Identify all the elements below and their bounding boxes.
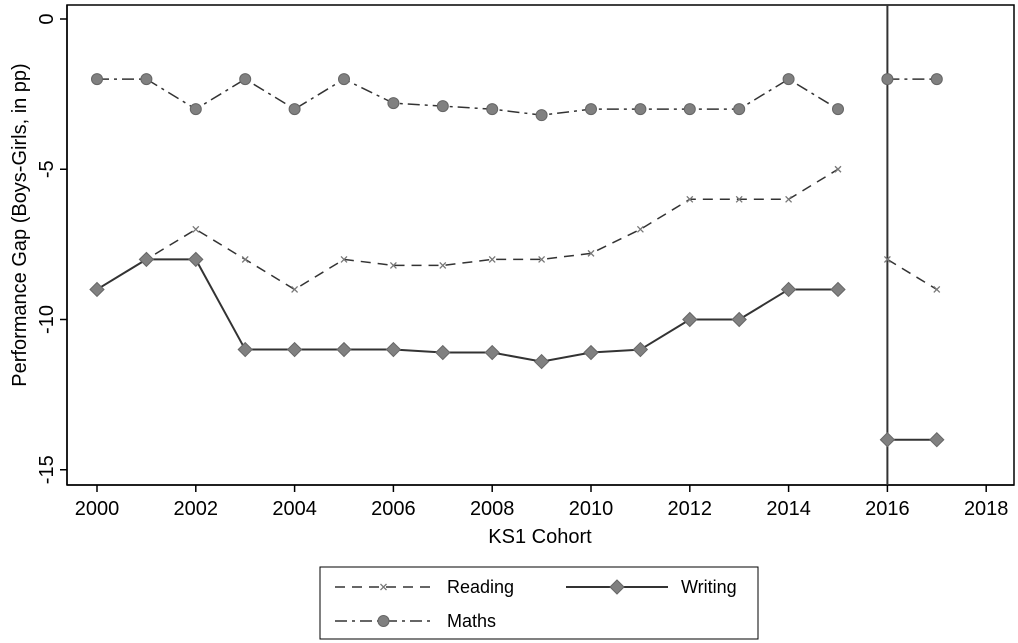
x-tick-label: 2010: [569, 498, 614, 520]
data-point-writing: [385, 341, 402, 358]
x-tick-label: 2000: [75, 498, 120, 520]
legend: Reading Writing Maths: [319, 566, 759, 640]
data-point-maths: [140, 73, 153, 86]
y-tick-label: 0: [36, 13, 58, 24]
data-point-reading: [834, 165, 842, 173]
data-point-writing: [632, 341, 649, 358]
y-tick-label: -5: [36, 160, 58, 178]
legend-marker-reading: [380, 583, 387, 591]
series-writing: [89, 251, 945, 448]
x-tick-label: 2018: [964, 498, 1009, 520]
data-point-reading: [192, 225, 200, 233]
series-maths: [91, 73, 943, 122]
legend-items: [335, 579, 668, 627]
data-point-maths: [832, 103, 844, 116]
series-line-writing: [96, 258, 838, 363]
data-point-reading: [340, 255, 348, 263]
data-point-maths: [930, 73, 943, 86]
data-point-reading: [291, 285, 299, 293]
data-point-writing: [286, 341, 303, 358]
data-point-writing: [533, 353, 550, 370]
data-point-maths: [239, 73, 252, 86]
y-tick-label: -10: [36, 305, 58, 334]
data-point-maths: [486, 103, 499, 116]
data-point-reading: [241, 255, 249, 263]
data-point-maths: [189, 103, 202, 116]
data-point-writing: [336, 341, 352, 358]
data-point-reading: [488, 255, 496, 263]
data-point-reading: [587, 249, 595, 257]
data-point-maths: [387, 97, 400, 110]
data-point-maths: [881, 73, 894, 86]
y-axis-title: Performance Gap (Boys-Girls, in pp): [9, 63, 31, 386]
data-point-reading: [686, 195, 694, 203]
legend-label-writing: Writing: [681, 577, 737, 597]
data-point-maths: [733, 103, 746, 116]
data-point-reading: [883, 255, 891, 263]
legend-label-maths: Maths: [447, 611, 496, 631]
data-point-writing: [682, 311, 698, 328]
data-point-reading: [636, 225, 644, 233]
data-point-maths: [288, 103, 301, 116]
data-point-reading: [538, 255, 546, 263]
x-tick-label: 2016: [865, 498, 910, 520]
data-point-maths: [782, 73, 795, 86]
x-tick-label: 2006: [371, 498, 416, 520]
legend-box: [319, 566, 759, 640]
x-tick-label: 2012: [668, 498, 713, 520]
data-point-writing: [830, 281, 846, 298]
data-point-maths: [585, 103, 597, 116]
data-point-maths: [91, 73, 103, 86]
y-tick-label: -15: [36, 455, 58, 484]
legend-marker-maths: [377, 615, 390, 627]
data-point-writing: [583, 344, 599, 361]
x-tick-label: 2004: [272, 498, 317, 520]
plot-area: [66, 4, 1015, 486]
series-group: [89, 73, 945, 448]
y-ticks: 0 -5 -10 -15: [36, 13, 67, 484]
data-point-writing: [89, 281, 105, 298]
plot-frame: [66, 4, 1015, 486]
x-ticks: 2000 2002 2004 2006 2008 2010 2012 2014 2016 2018: [75, 485, 1009, 520]
data-point-maths: [634, 103, 647, 116]
data-point-writing: [188, 251, 204, 268]
data-point-reading: [785, 195, 793, 203]
data-point-writing: [435, 344, 451, 361]
data-point-writing: [929, 431, 945, 448]
series-line-maths: [97, 78, 839, 116]
series-line-reading: [887, 258, 938, 291]
data-point-writing: [780, 281, 797, 298]
data-point-writing: [138, 251, 155, 268]
x-tick-label: 2002: [174, 498, 219, 520]
x-tick-label: 2008: [470, 498, 515, 520]
series-reading: [93, 165, 941, 293]
data-point-writing: [237, 341, 253, 358]
data-point-maths: [338, 73, 350, 86]
data-point-writing: [731, 311, 747, 328]
data-point-writing: [879, 431, 896, 448]
legend-marker-writing: [609, 579, 625, 595]
data-point-reading: [439, 261, 447, 269]
data-point-maths: [683, 103, 696, 116]
x-tick-label: 2014: [766, 498, 811, 520]
legend-label-reading: Reading: [447, 577, 514, 597]
data-point-maths: [436, 100, 449, 113]
data-point-writing: [484, 344, 500, 361]
x-axis-title: KS1 Cohort: [488, 526, 592, 548]
data-point-reading: [735, 195, 743, 203]
data-point-maths: [535, 109, 548, 122]
series-line-reading: [96, 168, 839, 291]
data-point-reading: [389, 261, 397, 269]
data-point-reading: [933, 285, 941, 293]
